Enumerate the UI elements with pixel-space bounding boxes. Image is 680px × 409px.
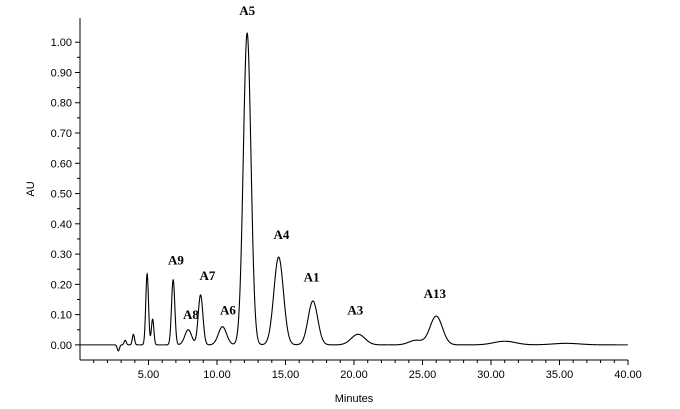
x-tick-label: 5.00 — [138, 369, 159, 381]
chromatogram-trace — [80, 32, 628, 352]
annotations-layer: A9 A8 A7 A6 A5 A4 A1 A3 A13 — [168, 3, 447, 322]
peak-label: A5 — [239, 3, 255, 18]
x-tick-label: 40.00 — [614, 369, 642, 381]
y-tick-label: 0.10 — [51, 310, 72, 322]
peak-label: A6 — [220, 303, 236, 318]
x-tick-label: 35.00 — [546, 369, 574, 381]
peak-label: A9 — [168, 253, 184, 268]
x-tick-label: 25.00 — [409, 369, 437, 381]
y-tick-label: 0.70 — [51, 128, 72, 140]
x-tick-label: 20.00 — [340, 369, 368, 381]
peak-label: A3 — [347, 303, 363, 318]
y-tick-label: 0.60 — [51, 158, 72, 170]
x-tick-label: 30.00 — [477, 369, 505, 381]
peak-label: A7 — [199, 268, 215, 283]
y-axis-title: AU — [25, 181, 37, 196]
x-tick-label: 10.00 — [203, 369, 231, 381]
peak-label: A8 — [183, 307, 199, 322]
y-tick-label: 1.00 — [51, 37, 72, 49]
peak-label: A4 — [273, 227, 289, 242]
y-tick-label: 0.90 — [51, 67, 72, 79]
series-layer — [80, 32, 628, 352]
y-tick-label: 0.50 — [51, 189, 72, 201]
y-tick-label: 0.80 — [51, 98, 72, 110]
y-tick-label: 0.30 — [51, 249, 72, 261]
x-tick-label: 15.00 — [272, 369, 300, 381]
y-tick-label: 0.40 — [51, 219, 72, 231]
peak-label: A13 — [424, 286, 447, 301]
y-tick-label: 0.00 — [51, 340, 72, 352]
y-tick-label: 0.20 — [51, 279, 72, 291]
axes: 0.00 0.10 0.20 0.30 0.40 0.50 0.60 0.70 0.80 0.90… — [51, 18, 642, 381]
peak-label: A1 — [304, 269, 320, 284]
x-axis-title: Minutes — [335, 393, 374, 405]
